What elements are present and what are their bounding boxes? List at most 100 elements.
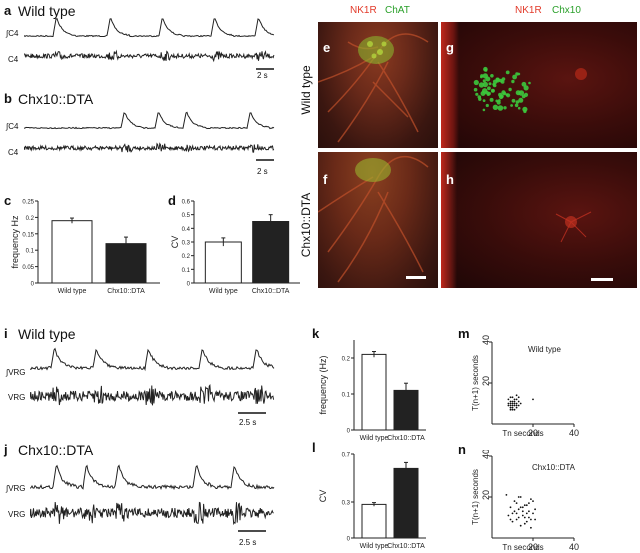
scatter-point <box>534 518 536 521</box>
y-axis-label: T(n+1) seconds <box>471 355 480 411</box>
x-tick-label: 40 <box>569 428 579 438</box>
chx10-cell <box>487 86 491 91</box>
scatter-point <box>513 408 516 411</box>
panel-letter-f: f <box>323 172 328 187</box>
y-tick-label: 20 <box>481 490 491 500</box>
chx10-cell <box>501 90 506 95</box>
y-tick-label: 0.05 <box>22 265 34 271</box>
scatter-point <box>513 500 516 502</box>
panel-letter-m: m <box>458 326 470 341</box>
scatter-point <box>525 520 528 523</box>
micrograph-h: h <box>441 152 637 288</box>
chx10-cell <box>489 97 494 102</box>
panel-i-title: Wild type <box>18 326 76 342</box>
bar <box>361 503 387 539</box>
chx10-cell <box>518 90 525 96</box>
chx10-cell <box>500 94 504 99</box>
category-label: Wild type <box>58 288 87 295</box>
scatter-point <box>507 514 510 517</box>
scatter-point <box>519 402 522 405</box>
y-tick-label: 0 <box>31 282 35 288</box>
scatter-point <box>517 508 520 511</box>
panel-letter-k: k <box>312 326 320 341</box>
trace-label-raw: C4 <box>8 148 19 157</box>
scatter-point <box>513 402 516 405</box>
panel-letter-j: j <box>4 442 8 457</box>
chx10-cell <box>490 74 494 78</box>
scatter-point <box>519 506 522 509</box>
chx10-cell <box>473 87 478 92</box>
scatter-point <box>507 404 510 407</box>
scatter-point <box>511 404 514 407</box>
y-axis-label: CV <box>318 490 328 503</box>
scatter-point <box>515 404 518 407</box>
chx10-cell <box>488 82 492 86</box>
scatter-point <box>515 406 518 409</box>
panel-letter-h: h <box>446 172 454 187</box>
trace-i <box>30 347 275 414</box>
y-tick-label: 0.3 <box>182 241 191 247</box>
scatter-point <box>517 496 520 498</box>
x-tick-label: 20 <box>528 542 538 552</box>
scatter-point <box>517 404 520 407</box>
category-label: Wild type <box>360 435 389 442</box>
scatter-point <box>517 400 520 403</box>
scatter-point <box>509 506 512 509</box>
y-tick-label: 20 <box>481 376 491 386</box>
trace-label-raw: VRG <box>8 510 26 519</box>
scatter-point <box>513 404 516 407</box>
y-tick-label: 0.25 <box>22 200 34 206</box>
category-label: Wild type <box>209 288 238 295</box>
chx10-cell <box>521 81 527 87</box>
y-tick-label: 0.5 <box>182 213 191 219</box>
y-tick-label: 0.6 <box>182 200 191 206</box>
chart-title: Chx10::DTA <box>532 463 576 472</box>
trace-label-int: ∫C4 <box>6 122 19 131</box>
panel-letter-e: e <box>323 40 331 55</box>
chx10-cell <box>478 97 482 101</box>
scale-label: 2.5 s <box>239 418 257 427</box>
chx10-cell <box>508 87 512 92</box>
trace-label-raw: VRG <box>8 393 26 402</box>
chx10-cell <box>497 99 501 102</box>
micrograph-e: e <box>318 22 438 148</box>
micrograph-g: g <box>441 22 637 148</box>
scatter-point <box>515 502 518 504</box>
scatter-chart-m: 20 40 20 40 Wild type Tn seconds T(n+1) second… <box>471 335 579 438</box>
y-tick-label: 0 <box>187 282 191 288</box>
chart-title: Wild type <box>528 345 561 354</box>
chx10-cell <box>503 106 507 110</box>
scatter-point <box>528 516 530 519</box>
y-tick-label: 0.15 <box>22 232 34 238</box>
chx10-cell <box>486 92 490 96</box>
scatter-point <box>509 404 512 407</box>
panel-letter-b: b <box>4 91 12 106</box>
stain-label-chat: ChAT <box>385 5 410 16</box>
scatter-point <box>515 394 518 397</box>
panel-letter-n: n <box>458 442 466 457</box>
category-label: Chx10::DTA <box>252 288 290 295</box>
chx10-cell <box>522 106 528 112</box>
scatter-point <box>532 512 534 515</box>
scatter-point <box>505 494 508 496</box>
bar <box>361 353 387 431</box>
scatter-point <box>530 526 532 529</box>
trace-label-int: ∫VRG <box>6 368 26 377</box>
y-tick-label: 0.1 <box>182 268 191 274</box>
scatter-point <box>509 406 512 409</box>
row-label-chx10-dta: Chx10::DTA <box>299 192 313 258</box>
chx10-cell <box>480 75 483 79</box>
chx10-cell <box>511 98 516 103</box>
scatter-point <box>515 398 518 401</box>
panel-letter-g: g <box>446 40 454 55</box>
scatter-point <box>513 398 516 401</box>
chx10-cell <box>499 78 503 83</box>
y-tick-label: 0.1 <box>342 393 351 399</box>
row-label-wild-type: Wild type <box>299 65 313 115</box>
scatter-point <box>521 506 524 509</box>
scatter-point <box>532 500 534 502</box>
scatter-point <box>509 402 512 405</box>
bar <box>393 467 419 539</box>
scatter-point <box>515 402 518 405</box>
